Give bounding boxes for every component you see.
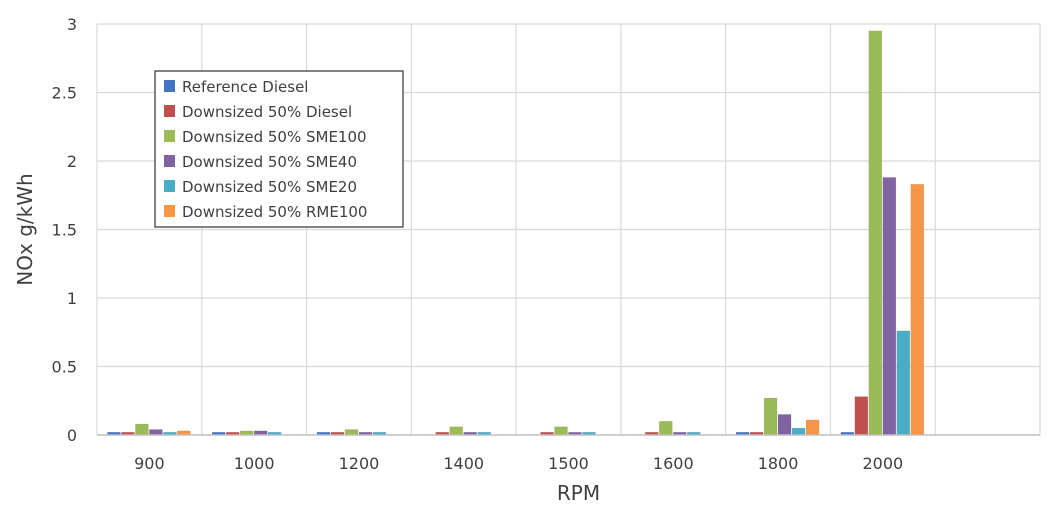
bar [910,184,925,436]
y-tick-label: 2 [67,152,77,171]
bar [854,396,869,436]
legend-label: Downsized 50% SME40 [182,153,357,171]
gridlines [96,23,1041,435]
legend: Reference Diesel Downsized 50% Diesel Down… [154,70,404,228]
bar [763,397,778,436]
x-tick-label: 1200 [339,454,380,473]
bar [554,426,568,436]
bar [868,30,883,436]
y-tick-label: 0.5 [52,358,77,377]
legend-label: Reference Diesel [182,78,308,96]
y-axis-title: NOx g/kWh [13,173,37,285]
legend-swatch [164,130,175,142]
x-tick-label: 1500 [548,454,589,473]
bar [344,429,359,436]
axes: 0 0.5 1 1.5 2 2.5 3 900 1000 1200 1400 1500 1600 1800… [52,15,1040,473]
bar [896,330,911,436]
bar [805,419,820,436]
bar [791,427,806,436]
legend-label: Downsized 50% RME100 [182,203,367,221]
x-tick-label: 1600 [653,454,694,473]
legend-swatch [164,155,175,167]
legend-label: Downsized 50% SME100 [182,128,367,146]
y-tick-label: 3 [67,15,77,34]
bars [107,30,925,436]
bar [659,421,673,436]
bar [777,414,792,436]
legend-label: Downsized 50% SME20 [182,178,357,196]
legend-label: Downsized 50% Diesel [182,103,352,121]
y-tick-label: 1 [67,289,77,308]
bar [149,429,163,436]
x-axis-title: RPM [557,481,600,505]
legend-swatch [164,180,175,192]
legend-box [154,70,404,228]
x-tick-label: 900 [134,454,165,473]
x-tick-label: 1800 [758,454,799,473]
bar [135,423,149,436]
y-tick-label: 1.5 [52,221,77,240]
bar [449,426,463,436]
y-tick-label: 0 [67,426,77,445]
legend-swatch [164,205,175,217]
bar [882,177,897,436]
legend-swatch [164,105,175,117]
y-tick-label: 2.5 [52,84,77,103]
x-tick-label: 2000 [862,454,903,473]
x-tick-label: 1000 [234,454,275,473]
legend-swatch [164,80,175,92]
x-tick-label: 1400 [443,454,484,473]
